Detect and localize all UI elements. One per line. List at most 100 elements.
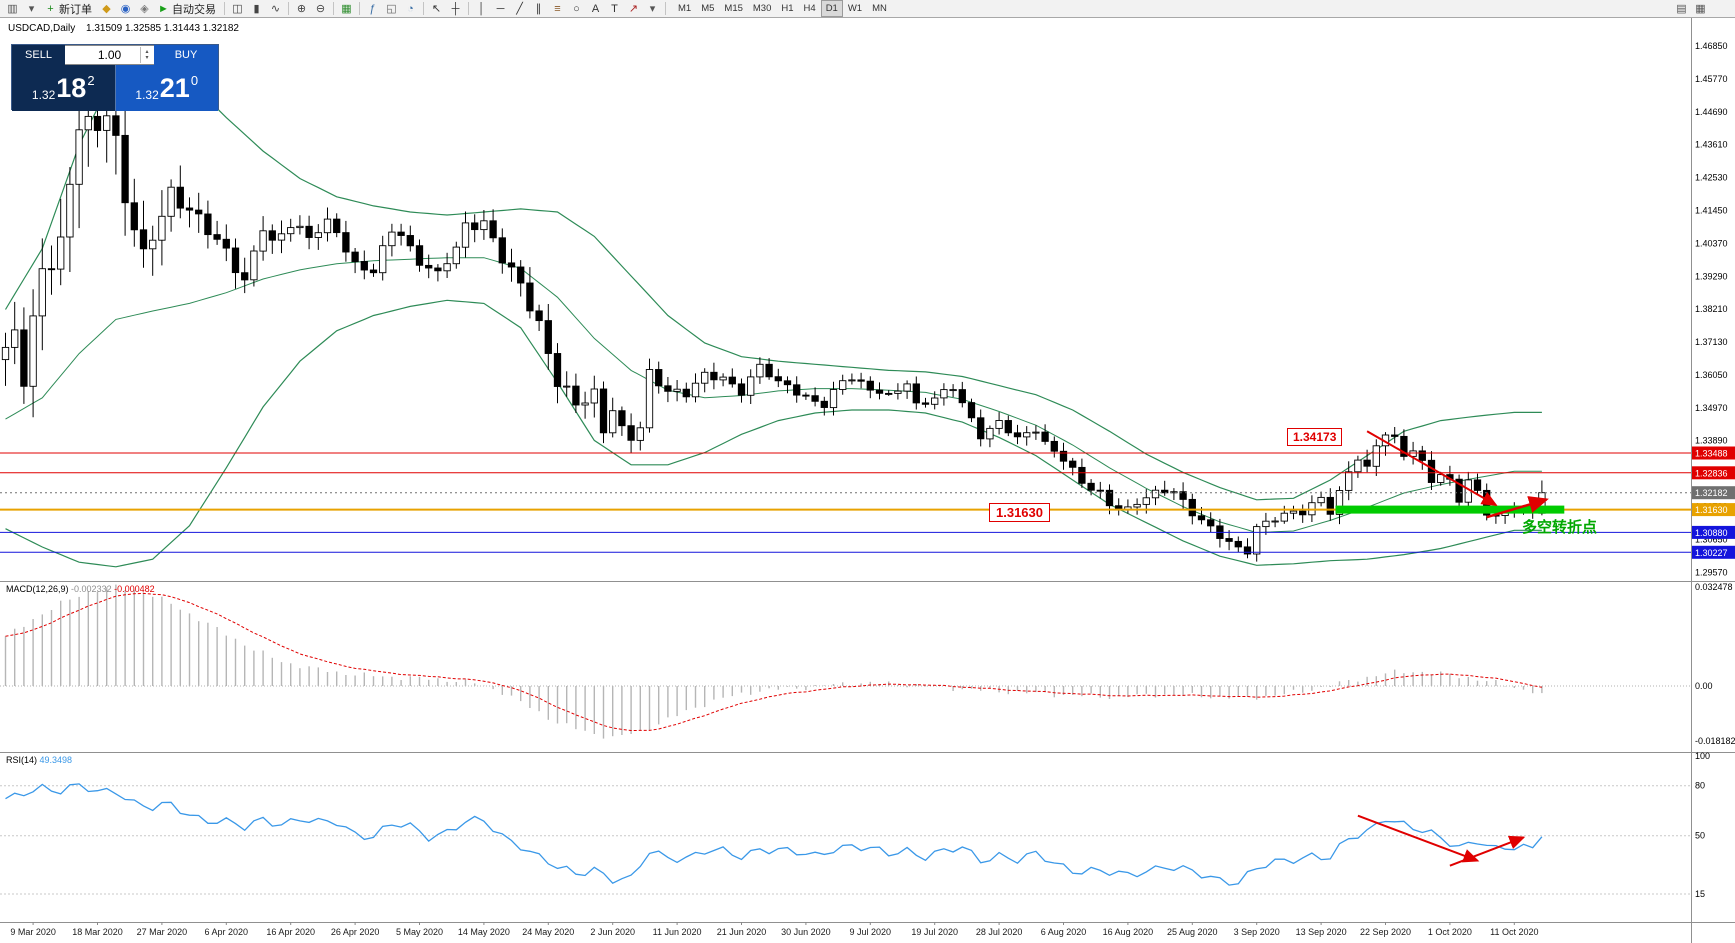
svg-text:30 Jun 2020: 30 Jun 2020 [781, 927, 831, 937]
buy-button[interactable]: BUY [154, 45, 218, 65]
refresh-icon[interactable]: ◔ [401, 1, 420, 17]
vertical-line-icon[interactable]: │ [472, 1, 491, 17]
timeframe-w1[interactable]: W1 [847, 3, 863, 14]
fibonacci-icon[interactable]: ≡ [548, 1, 567, 17]
toolbar-items: ▥ ▾ + 新订单 ◆ ◉ ◈ ► 自动交易 ◫ ▮ ∿ ⊕ ⊖ ▦ ƒ ◱ ◔ ↖ ┼ │ ─ ╱ ∥ ≡ ○ A T ↗ ▾ [3, 1, 669, 17]
objects-dropdown-glyph: ▾ [649, 2, 656, 15]
chart-canvas[interactable]: 1.46850 1.45770 1.44690 1.43610 1.42530 1.414… [0, 18, 1735, 943]
tile-windows-icon[interactable]: ▦ [337, 1, 356, 17]
svg-text:26 Apr 2020: 26 Apr 2020 [331, 927, 380, 937]
text-glyph: A [591, 2, 600, 15]
spin-down-icon[interactable]: ▾ [145, 55, 149, 61]
svg-text:2 Jun 2020: 2 Jun 2020 [590, 927, 635, 937]
rsi-panel[interactable] [0, 783, 1691, 895]
auto-trading-label: 自动交易 [172, 3, 216, 16]
peak-price-annotation[interactable]: 1.34173 [1287, 428, 1343, 446]
svg-text:6 Apr 2020: 6 Apr 2020 [205, 927, 249, 937]
new-chart-icon[interactable]: ▥ [3, 1, 22, 17]
trend-line-icon[interactable]: ╱ [510, 1, 529, 17]
toolbar: ▥ ▾ + 新订单 ◆ ◉ ◈ ► 自动交易 ◫ ▮ ∿ ⊕ ⊖ ▦ ƒ ◱ ◔ ↖ ┼ │ ─ ╱ ∥ ≡ ○ A T ↗ ▾ M1 M5… [0, 0, 1735, 18]
text-icon[interactable]: A [586, 1, 605, 17]
spin-up-icon[interactable]: ▴ [145, 49, 149, 55]
toolbar-right-items: ▤ ▦ [1672, 1, 1710, 17]
main-price-panel[interactable] [0, 62, 1691, 568]
favorites-glyph: ◆ [102, 2, 111, 15]
support-price-annotation[interactable]: 1.31630 [989, 503, 1050, 522]
cursor-icon[interactable]: ↖ [427, 1, 446, 17]
navigator-glyph: ◈ [140, 2, 149, 15]
objects-list-icon[interactable]: ◱ [382, 1, 401, 17]
data-window-icon[interactable]: ▦ [1691, 1, 1710, 17]
bar-chart-icon[interactable]: ◫ [228, 1, 247, 17]
timeframe-buttons: M1 M5 M15 M30 H1 H4 D1 W1 MN [673, 0, 892, 17]
svg-text:1.33890: 1.33890 [1695, 436, 1728, 446]
svg-text:24 May 2020: 24 May 2020 [522, 927, 574, 937]
shapes-icon[interactable]: ○ [567, 1, 586, 17]
objects-dropdown-icon[interactable]: ▾ [643, 1, 662, 17]
crosshair-icon[interactable]: ┼ [446, 1, 465, 17]
new-order-label: 新订单 [59, 3, 92, 16]
volume-spinner[interactable]: ▴ ▾ [140, 47, 153, 63]
line-chart-glyph: ∿ [270, 2, 281, 15]
svg-text:22 Sep 2020: 22 Sep 2020 [1360, 927, 1411, 937]
svg-text:1.40370: 1.40370 [1695, 238, 1728, 248]
volume-field[interactable]: 1.00 ▴ ▾ [65, 45, 154, 65]
auto-trading-icon[interactable]: ► 自动交易 [154, 1, 221, 17]
chart-profiles-icon[interactable]: ▾ [22, 1, 41, 17]
depth-of-market-icon[interactable]: ▤ [1672, 1, 1691, 17]
svg-text:1.29570: 1.29570 [1695, 567, 1728, 577]
arrow-objects-icon[interactable]: ↗ [624, 1, 643, 17]
timeframe-d1[interactable]: D1 [820, 0, 843, 17]
svg-text:1.37130: 1.37130 [1695, 337, 1728, 347]
svg-text:11 Jun 2020: 11 Jun 2020 [653, 927, 702, 937]
svg-text:80: 80 [1695, 781, 1705, 791]
support-zone[interactable] [1335, 505, 1565, 514]
svg-text:25 Aug 2020: 25 Aug 2020 [1167, 927, 1218, 937]
timeframe-h1[interactable]: H1 [781, 3, 794, 14]
candlestick-chart-icon[interactable]: ▮ [247, 1, 266, 17]
timeframe-m5[interactable]: M5 [701, 3, 715, 14]
zoom-out-glyph: ⊖ [315, 2, 326, 15]
timeframe-mn[interactable]: MN [872, 3, 887, 14]
timeframe-m1[interactable]: M1 [678, 3, 692, 14]
favorites-icon[interactable]: ◆ [97, 1, 116, 17]
turning-point-annotation[interactable]: 多空转折点 [1522, 519, 1598, 536]
indicators-icon[interactable]: ƒ [363, 1, 382, 17]
svg-text:9 Jul 2020: 9 Jul 2020 [850, 927, 892, 937]
macd-value-2: -0.000482 [114, 584, 155, 594]
navigator-icon[interactable]: ◈ [135, 1, 154, 17]
toolbar-separator [665, 2, 666, 15]
sell-price-button[interactable]: 1.32 18 2 [12, 65, 116, 111]
horizontal-line-icon[interactable]: ─ [491, 1, 510, 17]
vertical-line-glyph: │ [478, 2, 485, 15]
text-label-glyph: T [611, 2, 618, 15]
bar-chart-glyph: ◫ [232, 2, 243, 15]
svg-text:3 Sep 2020: 3 Sep 2020 [1234, 927, 1280, 937]
symbol-period-label: USDCAD,Daily [8, 23, 76, 34]
indicators-glyph: ƒ [369, 2, 376, 15]
new-order-icon[interactable]: + 新订单 [41, 1, 97, 17]
svg-text:5 May 2020: 5 May 2020 [396, 927, 443, 937]
zoom-in-icon[interactable]: ⊕ [292, 1, 311, 17]
line-chart-icon[interactable]: ∿ [266, 1, 285, 17]
chart-area[interactable]: 1.46850 1.45770 1.44690 1.43610 1.42530 1.414… [0, 18, 1735, 943]
equidistant-channel-glyph: ∥ [535, 2, 542, 15]
market-watch-glyph: ◉ [120, 2, 131, 15]
market-watch-icon[interactable]: ◉ [116, 1, 135, 17]
time-axis[interactable]: 9 Mar 2020 18 Mar 2020 27 Mar 2020 6 Apr 20… [10, 922, 1538, 937]
equidistant-channel-icon[interactable]: ∥ [529, 1, 548, 17]
rsi-name: RSI(14) [6, 755, 38, 765]
timeframe-h4[interactable]: H4 [803, 3, 816, 14]
svg-text:1.42530: 1.42530 [1695, 173, 1728, 183]
macd-name: MACD(12,26,9) [6, 584, 69, 594]
zoom-out-icon[interactable]: ⊖ [311, 1, 330, 17]
timeframe-m15[interactable]: M15 [724, 3, 743, 14]
text-label-icon[interactable]: T [605, 1, 624, 17]
macd-panel[interactable] [0, 584, 1691, 739]
timeframe-m30[interactable]: M30 [752, 3, 772, 14]
buy-price-button[interactable]: 1.32 21 0 [115, 65, 218, 111]
svg-text:1.44690: 1.44690 [1695, 107, 1728, 117]
sell-button[interactable]: SELL [12, 45, 65, 65]
svg-text:11 Oct 2020: 11 Oct 2020 [1490, 927, 1538, 937]
